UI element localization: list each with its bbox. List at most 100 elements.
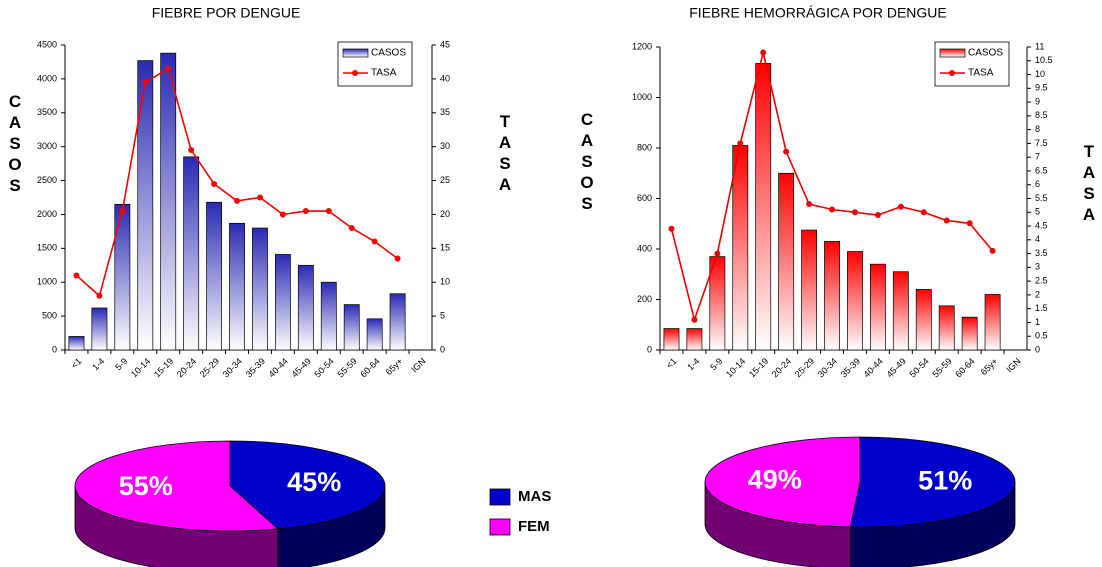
bar: [274, 254, 291, 351]
bar: [824, 241, 840, 351]
y-tick-label: 3000: [37, 141, 57, 151]
bar: [686, 328, 703, 351]
bar: [206, 201, 223, 351]
rate-point: [920, 209, 927, 216]
x-tick-label: 20-24: [770, 356, 793, 379]
bar: [755, 63, 772, 351]
legend-label: FEM: [518, 518, 550, 535]
y-tick-label: 400: [637, 243, 652, 253]
y2-tick-label: 30: [440, 141, 450, 151]
x-tick-label: 45-49: [885, 356, 908, 379]
legend-label: MAS: [518, 488, 551, 505]
x-tick-label: 35-39: [244, 356, 267, 379]
y2-tick-label: 7.5: [1035, 138, 1048, 148]
x-tick-label: 25-29: [198, 356, 221, 379]
x-tick-label: 5-9: [708, 356, 724, 372]
y-tick-label: 3500: [37, 107, 57, 117]
pie-slice: [229, 440, 386, 530]
legend-label: TASA: [968, 68, 994, 79]
x-tick-label: 55-59: [930, 356, 953, 379]
rate-point: [737, 140, 744, 147]
x-tick-label: 20-24: [175, 356, 198, 379]
rate-point: [302, 208, 309, 215]
x-tick-label: 30-34: [221, 356, 244, 379]
bar: [389, 293, 406, 351]
x-tick-label: 60-64: [358, 356, 381, 379]
pie-slice: [849, 436, 1016, 528]
y2-tick-label: 11: [1035, 41, 1044, 51]
rate-point: [691, 316, 698, 323]
y-axis-title: CASOS: [578, 110, 597, 215]
bar: [961, 316, 978, 351]
bar: [366, 318, 383, 351]
rate-point: [966, 220, 973, 227]
x-tick-label: 35-39: [839, 356, 862, 379]
bar: [892, 271, 909, 351]
y2-tick-label: 5: [1035, 207, 1040, 217]
y-tick-label: 500: [42, 310, 57, 320]
rate-point: [188, 147, 195, 154]
rate-point: [348, 225, 355, 231]
bar: [114, 203, 131, 351]
x-tick-label: 10-14: [129, 356, 152, 379]
x-tick-label: 1-4: [90, 356, 106, 372]
x-tick-label: 5-9: [113, 356, 129, 372]
bar: [297, 264, 314, 351]
rate-point: [394, 255, 401, 262]
y2-tick-label: 20: [440, 209, 450, 219]
y2-tick-label: 9: [1035, 96, 1040, 106]
legend-label: CASOS: [371, 48, 406, 59]
rate-point: [760, 49, 767, 56]
y2-tick-label: 7: [1035, 152, 1040, 162]
y2-tick-label: 6.5: [1035, 165, 1048, 175]
y2-tick-label: 4.5: [1035, 220, 1048, 230]
y2-tick-label: 10: [440, 277, 450, 287]
rate-point: [851, 209, 858, 216]
bar: [91, 307, 108, 351]
y-tick-label: 1200: [632, 41, 652, 51]
x-tick-label: <1: [664, 356, 678, 370]
pie-value-label: 49%: [748, 465, 802, 495]
bar: [160, 52, 177, 351]
rate-point: [165, 65, 172, 72]
x-tick-label: 10-14: [724, 356, 747, 379]
rate-point: [279, 211, 286, 218]
rate-point: [119, 208, 126, 215]
chart-title: FIEBRE POR DENGUE: [152, 5, 301, 21]
x-tick-label: 65y+: [979, 356, 1000, 377]
bar: [869, 263, 886, 351]
bar: [984, 294, 1001, 351]
y2-tick-label: 15: [440, 243, 450, 253]
rate-point: [371, 238, 378, 245]
pie-side-shade: [705, 482, 851, 567]
y2-tick-label: 10.5: [1035, 55, 1053, 65]
pie-slice: [704, 436, 861, 528]
y-tick-label: 4500: [37, 39, 57, 49]
pie-side-shade: [277, 486, 385, 567]
y2-tick-label: 0: [440, 344, 445, 354]
y2-tick-label: 8: [1035, 124, 1040, 134]
y2-axis-title: TASA: [496, 112, 515, 196]
bar: [183, 156, 200, 351]
y2-tick-label: 8.5: [1035, 110, 1048, 120]
rate-point: [943, 217, 950, 224]
x-tick-label: 40-44: [862, 356, 885, 379]
rate-point: [897, 203, 904, 210]
y2-tick-label: 5: [440, 310, 445, 320]
legend-swatch: [342, 48, 369, 58]
y2-tick-label: 3: [1035, 262, 1040, 272]
rate-point: [96, 292, 103, 299]
y-tick-label: 800: [637, 142, 652, 152]
y2-tick-label: 2.5: [1035, 276, 1048, 286]
y-tick-label: 1000: [37, 277, 57, 287]
bar: [252, 227, 268, 351]
rate-point: [714, 250, 721, 257]
x-tick-label: 25-29: [793, 356, 816, 379]
bar: [229, 222, 245, 351]
x-tick-label: 55-59: [335, 356, 358, 379]
x-tick-label: 50-54: [908, 356, 931, 379]
bar: [778, 172, 795, 351]
rate-point: [73, 272, 80, 279]
rate-point: [783, 148, 790, 155]
x-tick-label: 45-49: [290, 356, 313, 379]
